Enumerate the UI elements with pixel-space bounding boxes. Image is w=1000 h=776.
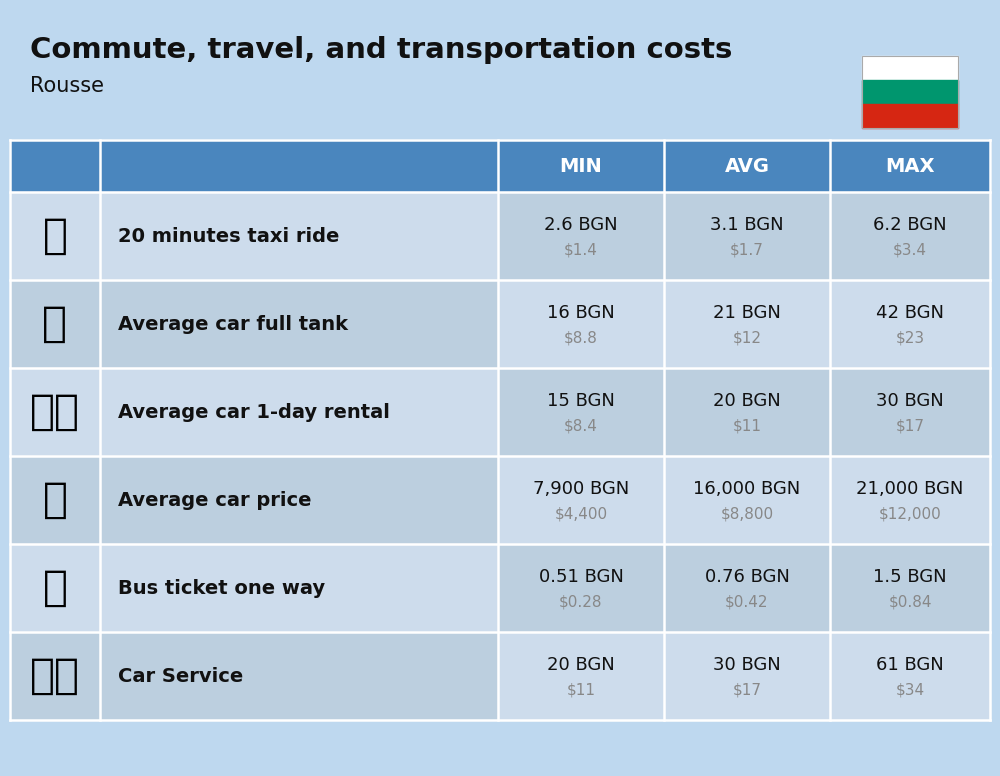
Text: $1.4: $1.4: [564, 242, 598, 258]
Text: MAX: MAX: [885, 157, 935, 175]
Bar: [830, 456, 990, 544]
Text: 3.1 BGN: 3.1 BGN: [710, 216, 784, 234]
Bar: [10, 192, 100, 280]
Bar: [498, 632, 664, 720]
Text: 20 minutes taxi ride: 20 minutes taxi ride: [118, 227, 339, 245]
Text: 🔧🚗: 🔧🚗: [30, 655, 80, 697]
Text: $0.42: $0.42: [725, 594, 769, 609]
Bar: [664, 632, 830, 720]
Text: $23: $23: [895, 331, 925, 345]
Text: $0.84: $0.84: [888, 594, 932, 609]
Bar: [664, 368, 830, 456]
Bar: [498, 368, 664, 456]
Bar: [830, 140, 990, 192]
Text: 7,900 BGN: 7,900 BGN: [533, 480, 629, 498]
Bar: [664, 192, 830, 280]
Bar: [862, 56, 958, 128]
Text: 🔑🚙: 🔑🚙: [30, 391, 80, 433]
Bar: [100, 192, 498, 280]
Text: 6.2 BGN: 6.2 BGN: [873, 216, 947, 234]
Bar: [830, 368, 990, 456]
Text: $12: $12: [732, 331, 762, 345]
Bar: [498, 544, 664, 632]
Bar: [10, 368, 100, 456]
Text: $8.4: $8.4: [564, 418, 598, 434]
Text: 16 BGN: 16 BGN: [547, 304, 615, 322]
Text: AVG: AVG: [724, 157, 770, 175]
Text: Average car full tank: Average car full tank: [118, 314, 348, 334]
Text: 20 BGN: 20 BGN: [547, 656, 615, 674]
Bar: [100, 280, 498, 368]
Bar: [498, 140, 664, 192]
Bar: [664, 280, 830, 368]
Text: 15 BGN: 15 BGN: [547, 392, 615, 410]
Text: 🚗: 🚗: [42, 479, 68, 521]
Text: Average car price: Average car price: [118, 490, 312, 510]
Text: $11: $11: [566, 683, 596, 698]
Text: $3.4: $3.4: [893, 242, 927, 258]
Bar: [10, 632, 100, 720]
Text: Average car 1-day rental: Average car 1-day rental: [118, 403, 390, 421]
Text: $17: $17: [732, 683, 762, 698]
Bar: [10, 456, 100, 544]
Bar: [100, 544, 498, 632]
Bar: [664, 456, 830, 544]
Text: $11: $11: [732, 418, 762, 434]
Bar: [862, 56, 958, 80]
Bar: [830, 632, 990, 720]
Text: $0.28: $0.28: [559, 594, 603, 609]
Bar: [862, 80, 958, 104]
Bar: [664, 140, 830, 192]
Text: Commute, travel, and transportation costs: Commute, travel, and transportation cost…: [30, 36, 732, 64]
Text: 30 BGN: 30 BGN: [713, 656, 781, 674]
Bar: [862, 104, 958, 128]
Text: Rousse: Rousse: [30, 76, 104, 96]
Bar: [830, 544, 990, 632]
Bar: [664, 544, 830, 632]
Text: $8,800: $8,800: [720, 507, 774, 521]
Text: 20 BGN: 20 BGN: [713, 392, 781, 410]
Text: 2.6 BGN: 2.6 BGN: [544, 216, 618, 234]
Text: 42 BGN: 42 BGN: [876, 304, 944, 322]
Bar: [498, 456, 664, 544]
Text: 30 BGN: 30 BGN: [876, 392, 944, 410]
Text: Car Service: Car Service: [118, 667, 243, 685]
Bar: [100, 368, 498, 456]
Bar: [830, 280, 990, 368]
Bar: [498, 280, 664, 368]
Text: MIN: MIN: [560, 157, 602, 175]
Bar: [10, 544, 100, 632]
Bar: [498, 192, 664, 280]
Text: 16,000 BGN: 16,000 BGN: [693, 480, 801, 498]
Bar: [100, 632, 498, 720]
Text: $17: $17: [896, 418, 924, 434]
Text: $12,000: $12,000: [879, 507, 941, 521]
Bar: [100, 456, 498, 544]
Text: Bus ticket one way: Bus ticket one way: [118, 578, 325, 598]
Text: $8.8: $8.8: [564, 331, 598, 345]
Text: 61 BGN: 61 BGN: [876, 656, 944, 674]
Text: 21 BGN: 21 BGN: [713, 304, 781, 322]
Text: 0.51 BGN: 0.51 BGN: [539, 568, 623, 586]
Text: $34: $34: [895, 683, 925, 698]
Bar: [10, 140, 100, 192]
Text: ⛽️: ⛽️: [42, 303, 68, 345]
Text: $4,400: $4,400: [554, 507, 608, 521]
Text: 1.5 BGN: 1.5 BGN: [873, 568, 947, 586]
Bar: [100, 140, 498, 192]
Text: 🚕: 🚕: [42, 215, 68, 257]
Text: 21,000 BGN: 21,000 BGN: [856, 480, 964, 498]
Text: 🚌: 🚌: [42, 567, 68, 609]
Bar: [10, 280, 100, 368]
Text: $1.7: $1.7: [730, 242, 764, 258]
Text: 0.76 BGN: 0.76 BGN: [705, 568, 789, 586]
Bar: [830, 192, 990, 280]
